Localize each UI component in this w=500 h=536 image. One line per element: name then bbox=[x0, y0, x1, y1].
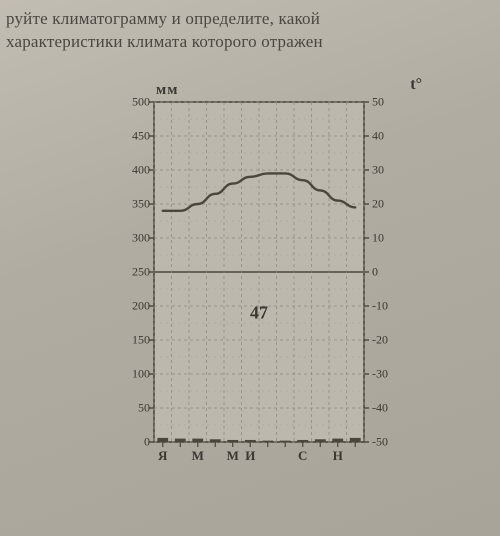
y-right-axis-label: t° bbox=[410, 76, 422, 94]
y-right-tick-label: 0 bbox=[372, 265, 406, 280]
chart-annotation: 47 bbox=[250, 302, 268, 323]
y-right-tick-label: -30 bbox=[372, 367, 406, 382]
y-left-tick-label: 100 bbox=[106, 367, 150, 382]
y-right-tick-label: 30 bbox=[372, 163, 406, 178]
x-tick-label: Я bbox=[158, 448, 167, 464]
y-right-tick-label: 10 bbox=[372, 231, 406, 246]
y-right-tick-label: 40 bbox=[372, 129, 406, 144]
y-right-tick-label: -10 bbox=[372, 299, 406, 314]
y-right-tick-label: -20 bbox=[372, 333, 406, 348]
y-left-tick-label: 0 bbox=[106, 435, 150, 450]
y-right-tick-label: -50 bbox=[372, 435, 406, 450]
y-right-tick-label: 20 bbox=[372, 197, 406, 212]
x-tick-label: И bbox=[245, 448, 255, 464]
y-right-tick-label: -40 bbox=[372, 401, 406, 416]
question-line-1: руйте климатограмму и определите, какой bbox=[6, 8, 494, 31]
x-tick-label: С bbox=[298, 448, 307, 464]
y-left-axis-label: мм bbox=[156, 82, 178, 99]
y-right-ticks: 50403020100-10-20-30-40-50 bbox=[372, 102, 406, 442]
y-left-tick-label: 200 bbox=[106, 299, 150, 314]
y-left-tick-label: 300 bbox=[106, 231, 150, 246]
y-left-tick-label: 50 bbox=[106, 401, 150, 416]
x-tick-label: Н bbox=[333, 448, 343, 464]
climograph-chart: мм t° 47 500450400350300250200150100500 … bbox=[96, 86, 416, 486]
x-tick-label: М bbox=[192, 448, 204, 464]
page-root: руйте климатограмму и определите, какой … bbox=[0, 0, 500, 536]
y-left-tick-label: 350 bbox=[106, 197, 150, 212]
y-left-tick-label: 150 bbox=[106, 333, 150, 348]
y-left-tick-label: 450 bbox=[106, 129, 150, 144]
y-left-tick-label: 400 bbox=[106, 163, 150, 178]
question-text: руйте климатограмму и определите, какой … bbox=[0, 8, 500, 54]
plot-svg bbox=[154, 102, 364, 442]
y-left-ticks: 500450400350300250200150100500 bbox=[106, 102, 150, 442]
y-left-tick-label: 250 bbox=[106, 265, 150, 280]
x-tick-label: М bbox=[227, 448, 239, 464]
y-right-tick-label: 50 bbox=[372, 95, 406, 110]
question-line-2: характеристики климата которого отражен bbox=[6, 31, 494, 54]
plot-area: 47 bbox=[154, 102, 364, 442]
y-left-tick-label: 500 bbox=[106, 95, 150, 110]
